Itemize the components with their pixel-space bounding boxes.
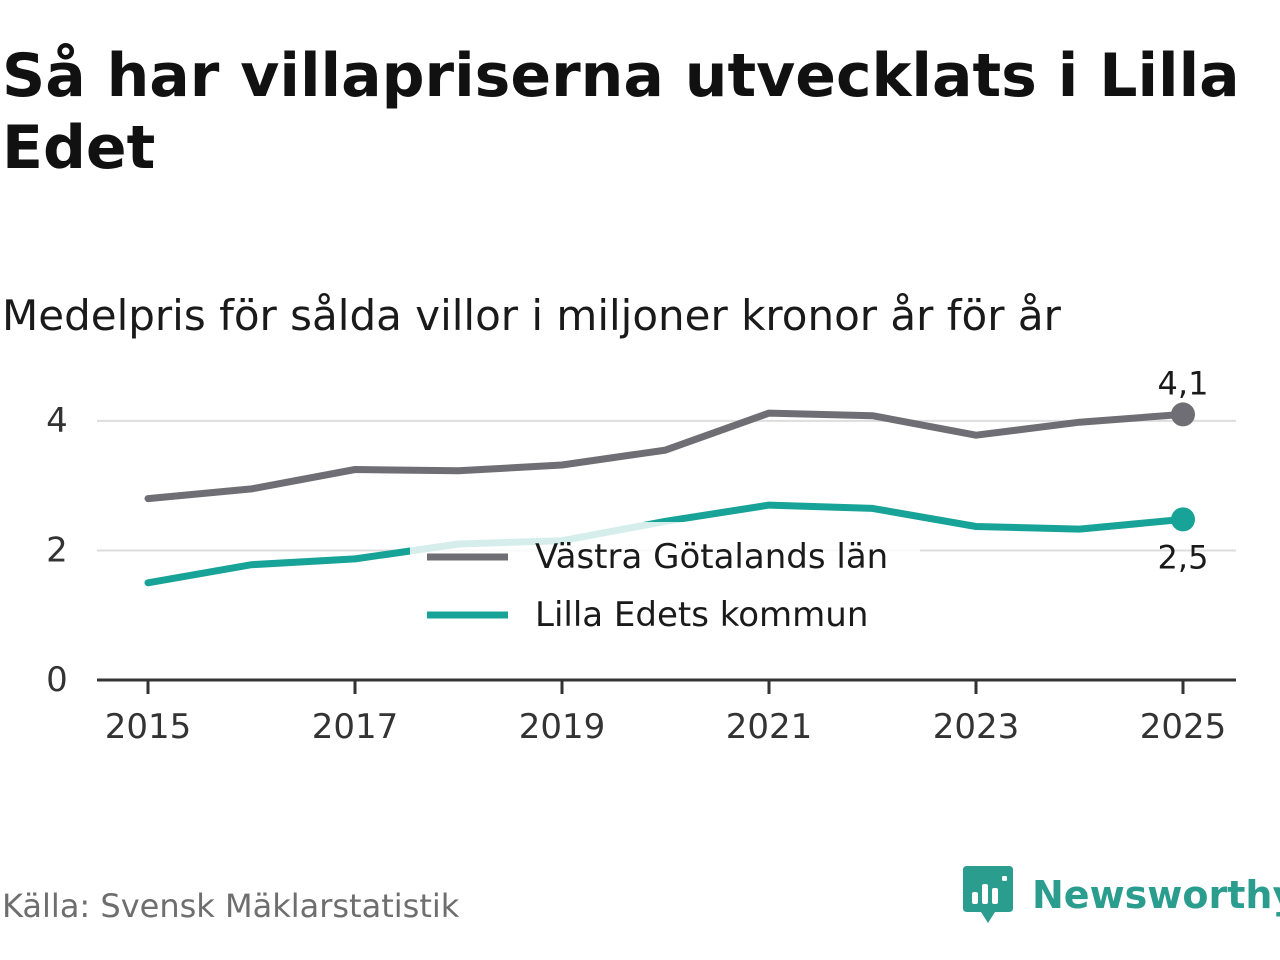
y-tick-label: 4	[46, 401, 68, 441]
legend-label-kommun: Lilla Edets kommun	[535, 595, 868, 635]
end-marker-kommun	[1171, 507, 1195, 532]
chart-subtitle: Medelpris för sålda villor i miljoner kr…	[2, 291, 1061, 340]
newsworthy-logo-icon	[963, 866, 1013, 923]
legend-box	[410, 522, 920, 648]
x-tick-label: 2019	[519, 707, 606, 747]
chart-title: Så har villapriserna utvecklats i Lilla …	[2, 41, 1240, 183]
y-tick-label: 2	[46, 530, 68, 570]
brand-name: Newsworthy	[1032, 873, 1280, 917]
x-tick-label: 2023	[933, 707, 1020, 747]
end-label-kommun: 2,5	[1158, 538, 1209, 576]
legend-label-region: Västra Götalands län	[535, 537, 888, 577]
x-tick-label: 2015	[105, 707, 192, 747]
x-tick-label: 2021	[726, 707, 813, 747]
end-marker-region	[1171, 402, 1195, 427]
series-line-kommun	[144, 501, 1187, 587]
y-tick-label: 0	[46, 660, 68, 700]
series-line-region	[144, 409, 1187, 503]
newsworthy-logo[interactable]: Newsworthy	[962, 862, 1280, 928]
end-label-region: 4,1	[1158, 364, 1209, 402]
x-tick-label: 2017	[312, 707, 399, 747]
x-tick-label: 2025	[1140, 707, 1227, 747]
source-note: Källa: Svensk Mäklarstatistik	[2, 887, 460, 925]
